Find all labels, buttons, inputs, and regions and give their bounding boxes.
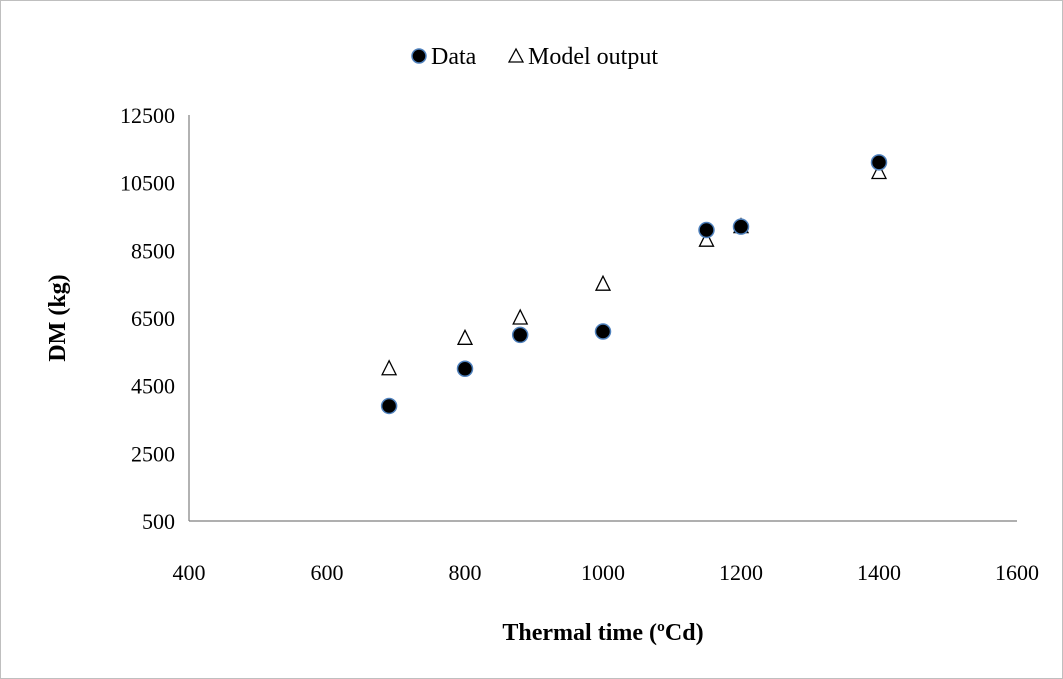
legend: Data Model output <box>411 44 658 70</box>
data-point <box>511 326 529 344</box>
legend-marker-model-output <box>507 47 525 63</box>
model-output-point <box>381 359 398 376</box>
data-point <box>732 218 750 235</box>
x-tick-label: 1200 <box>719 560 763 585</box>
x-tick-labels: 400 600 800 1000 1200 1400 1600 <box>173 560 1040 585</box>
data-point <box>456 360 474 377</box>
legend-marker-data <box>411 48 427 64</box>
y-tick-label: 2500 <box>131 441 175 466</box>
y-tick-label: 12500 <box>120 103 175 128</box>
data-point <box>594 323 612 340</box>
model-output-point <box>870 163 888 180</box>
model-output-point <box>456 328 474 345</box>
legend-label-model-output: Model output <box>528 44 658 70</box>
legend-label-data: Data <box>431 44 477 70</box>
x-tick-label: 1000 <box>581 560 625 585</box>
y-tick-labels: 500 2500 4500 6500 8500 10500 12500 <box>120 103 175 534</box>
model-output-point <box>512 308 529 325</box>
model-output-point <box>698 230 715 247</box>
series-data <box>380 154 888 415</box>
y-tick-label: 6500 <box>131 306 175 331</box>
y-axis-title: DM (kg) <box>45 274 71 361</box>
data-point <box>380 397 398 415</box>
y-tick-label: 8500 <box>131 238 175 263</box>
y-tick-label: 4500 <box>131 374 175 399</box>
y-tick-label: 500 <box>142 509 175 534</box>
x-axis-title: Thermal time (ºCd) <box>502 620 703 646</box>
x-tick-label: 1600 <box>995 560 1039 585</box>
x-tick-label: 1400 <box>857 560 901 585</box>
model-output-point <box>594 274 612 291</box>
data-point <box>870 154 888 171</box>
y-tick-label: 10500 <box>120 171 175 196</box>
data-point <box>698 221 715 239</box>
series-model-output <box>381 163 888 376</box>
x-tick-label: 600 <box>311 560 344 585</box>
x-tick-label: 800 <box>449 560 482 585</box>
x-tick-label: 400 <box>173 560 206 585</box>
